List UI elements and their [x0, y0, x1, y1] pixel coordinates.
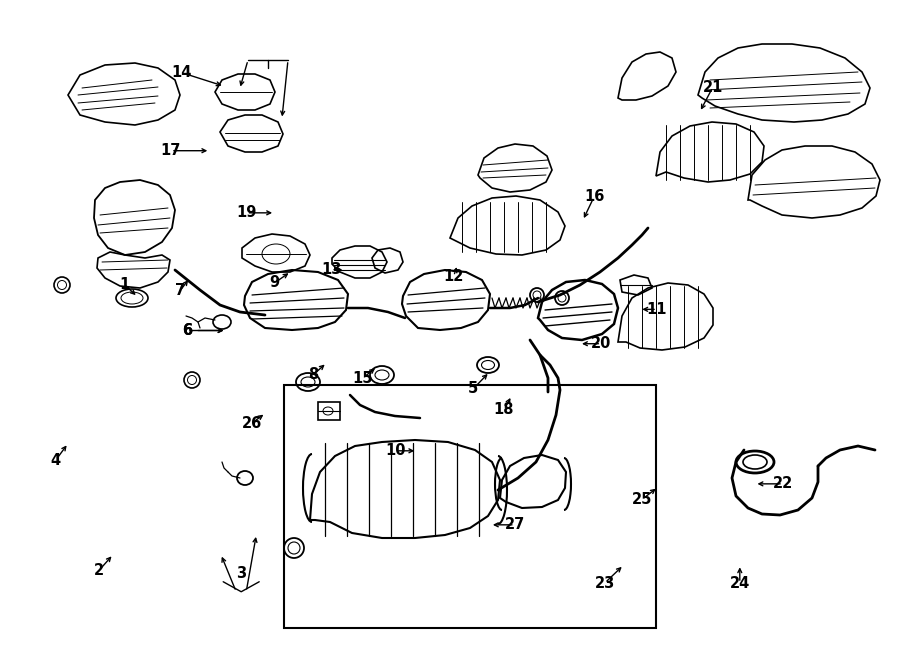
Text: 12: 12: [444, 269, 464, 284]
Text: 6: 6: [182, 323, 193, 338]
Text: 11: 11: [647, 302, 667, 317]
Text: 3: 3: [236, 566, 247, 581]
Text: 17: 17: [161, 143, 181, 158]
Text: 22: 22: [773, 477, 793, 491]
Text: 16: 16: [584, 190, 604, 204]
Text: 4: 4: [50, 453, 61, 467]
Text: 6: 6: [182, 323, 193, 338]
Bar: [318, 402, 340, 420]
Bar: [284, 385, 656, 628]
Text: 19: 19: [237, 206, 256, 220]
Text: 9: 9: [269, 276, 280, 290]
Text: 23: 23: [595, 576, 615, 590]
Text: 20: 20: [591, 336, 611, 351]
Text: 7: 7: [175, 284, 185, 298]
Text: 10: 10: [386, 444, 406, 458]
Text: 15: 15: [353, 371, 373, 385]
Text: 24: 24: [730, 576, 750, 590]
Text: 2: 2: [94, 563, 104, 578]
Text: 25: 25: [632, 492, 652, 507]
Text: 14: 14: [172, 65, 192, 80]
Text: 27: 27: [505, 518, 525, 532]
Text: 13: 13: [321, 262, 341, 277]
Text: 1: 1: [119, 277, 130, 292]
Text: 18: 18: [494, 403, 514, 417]
Text: 5: 5: [468, 381, 479, 396]
Text: 21: 21: [703, 80, 723, 95]
Text: 8: 8: [308, 368, 319, 382]
Text: 26: 26: [242, 416, 262, 430]
